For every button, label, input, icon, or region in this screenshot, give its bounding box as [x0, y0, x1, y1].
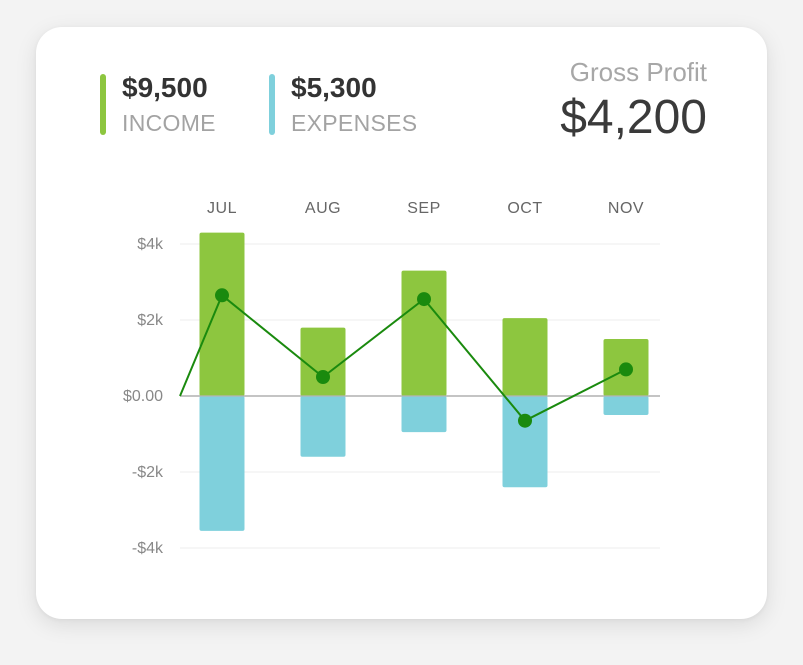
profit-point [215, 288, 229, 303]
x-tick-label: NOV [608, 200, 644, 217]
profit-line [179, 293, 627, 422]
expenses-amount: $5,300 [291, 72, 377, 103]
profit-point [619, 362, 633, 377]
profit-card: $9,500 INCOME $5,300 EXPENSES Gross Prof… [36, 27, 767, 619]
income-bar [300, 327, 346, 396]
expense-bar [502, 396, 548, 488]
expense-bar [603, 396, 649, 415]
profit-point [417, 292, 431, 307]
expenses-label: EXPENSES [291, 110, 418, 136]
income-amount: $9,500 [122, 72, 208, 103]
expense-bar [199, 396, 245, 531]
income-bar [199, 232, 245, 396]
expense-bar [401, 396, 447, 433]
y-tick-label: -$2k [132, 464, 164, 481]
y-tick-label: $0.00 [123, 388, 163, 405]
income-bar [401, 270, 447, 396]
y-tick-label: $4k [137, 236, 164, 253]
profit-point [316, 370, 330, 384]
expenses-color-bar [269, 74, 275, 135]
income-bar [502, 318, 548, 396]
profit-point [518, 413, 532, 428]
x-tick-label: SEP [407, 200, 441, 217]
gross-profit: Gross Profit $4,200 [560, 57, 707, 145]
y-tick-label: -$4k [132, 540, 164, 557]
x-tick-label: JUL [207, 200, 237, 217]
y-tick-label: $2k [137, 312, 164, 329]
expense-bar [300, 396, 346, 457]
income-color-bar [100, 74, 106, 135]
income-label: INCOME [122, 110, 216, 136]
gross-profit-amount: $4,200 [560, 91, 707, 144]
x-tick-label: AUG [305, 200, 341, 217]
x-tick-label: OCT [507, 200, 542, 217]
gross-profit-label: Gross Profit [569, 57, 707, 87]
